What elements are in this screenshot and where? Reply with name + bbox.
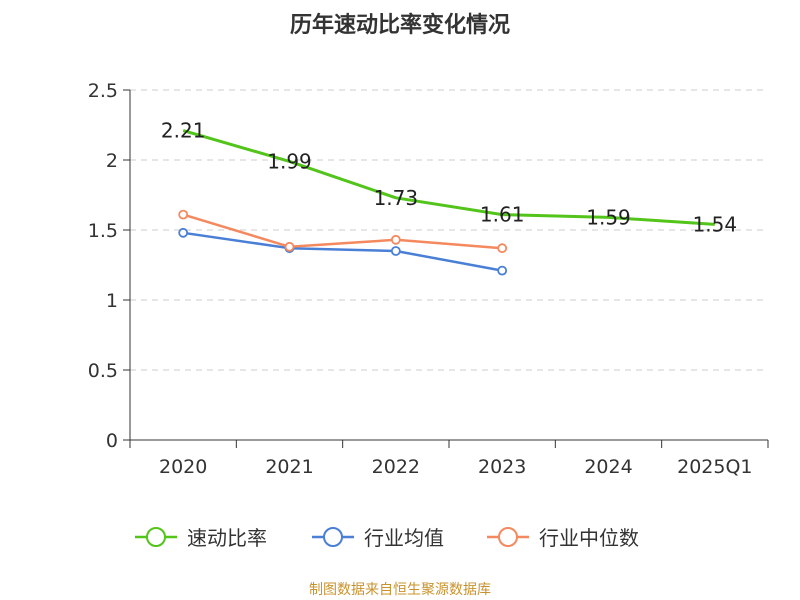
chart-title: 历年速动比率变化情况	[290, 12, 510, 38]
y-tick-label: 0.5	[88, 360, 118, 382]
series-point-2	[178, 209, 189, 220]
legend-label: 行业中位数	[539, 526, 639, 550]
series-point-2	[497, 243, 508, 254]
data-label: 1.54	[693, 212, 738, 236]
series-point-2	[390, 234, 401, 245]
series-point-1	[390, 246, 401, 256]
data-label: 2.21	[161, 119, 206, 143]
data-label: 1.61	[480, 203, 525, 227]
legend-item: 行业中位数	[487, 526, 639, 550]
y-tick-label: 0	[106, 430, 118, 452]
x-tick-label: 2020	[159, 456, 207, 478]
y-tick-label: 1	[106, 290, 118, 312]
legend-marker	[498, 527, 518, 547]
axes: 0 0.5 1 1.5 2 2.5 2020 2021 2022 2023 2024 2025Q1	[88, 80, 769, 478]
series-point-1	[178, 227, 189, 238]
x-tick-label: 2025Q1	[677, 456, 752, 478]
grid-lines	[130, 89, 768, 371]
legend-marker	[146, 527, 166, 547]
legend-item: 行业均值	[312, 526, 444, 550]
legend-label: 行业均值	[364, 526, 444, 550]
series-line-0	[182, 129, 715, 226]
y-tick-label: 2	[106, 150, 118, 172]
y-tick-label: 2.5	[88, 80, 118, 102]
legend: 速动比率 行业均值 行业中位数	[135, 526, 639, 550]
legend-marker	[323, 527, 343, 547]
legend-item: 速动比率	[135, 526, 267, 550]
data-label: 1.59	[586, 205, 631, 229]
x-tick-label: 2024	[584, 456, 632, 478]
series-point-1	[497, 265, 508, 276]
series-layer	[178, 129, 715, 276]
data-labels: 2.21 1.99 1.73 1.61 1.59 1.54	[161, 119, 737, 237]
x-tick-label: 2021	[265, 456, 313, 478]
source-note: 制图数据来自恒生聚源数据库	[309, 582, 491, 598]
legend-label: 速动比率	[187, 526, 267, 550]
data-label: 1.73	[374, 186, 419, 210]
series-line-2	[182, 213, 503, 250]
data-label: 1.99	[267, 149, 312, 173]
x-tick-label: 2023	[478, 456, 526, 478]
x-tick-label: 2022	[372, 456, 420, 478]
series-point-2	[284, 241, 295, 252]
series-line-1	[183, 231, 503, 272]
y-tick-label: 1.5	[88, 220, 118, 242]
